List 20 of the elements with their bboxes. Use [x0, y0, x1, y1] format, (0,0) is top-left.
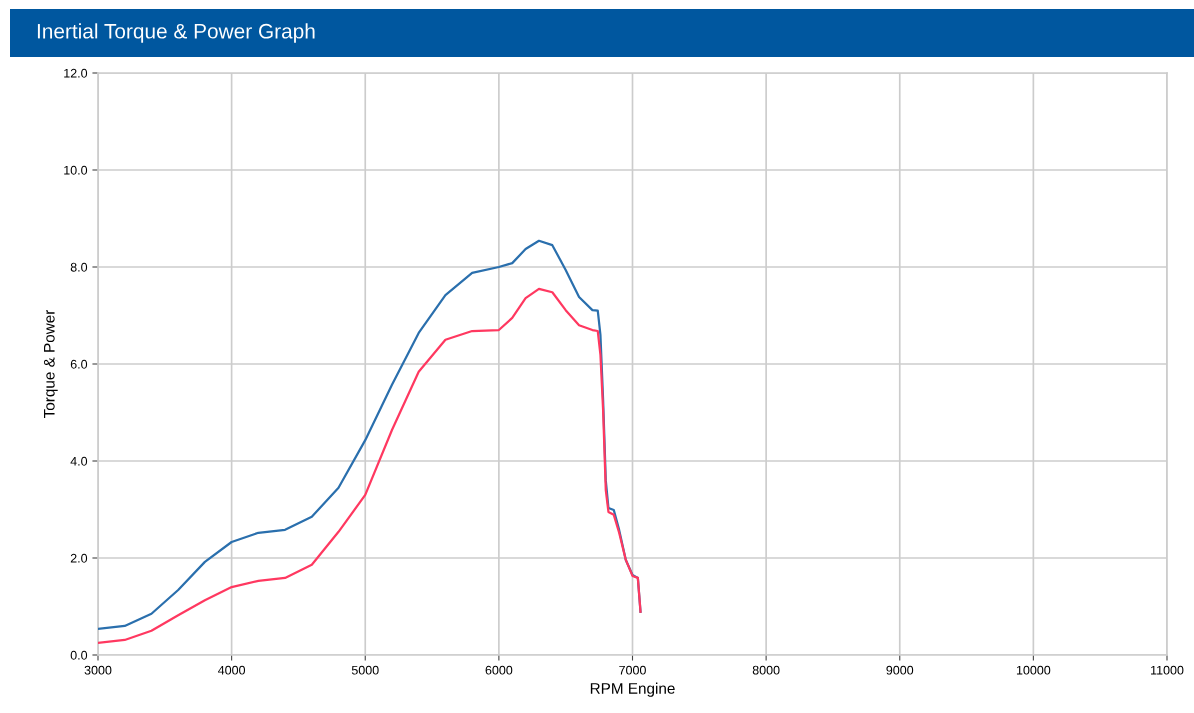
x-tick-label: 5000 [351, 665, 379, 675]
x-tick-label: 3000 [84, 665, 112, 675]
x-axis-title: RPM Engine [590, 682, 675, 697]
x-tick-label: 4000 [218, 665, 246, 675]
y-tick-label: 12.0 [64, 68, 88, 78]
x-tick-label: 11000 [1151, 665, 1184, 675]
x-tick-label: 7000 [619, 665, 646, 675]
x-tick-label: 9000 [886, 665, 914, 675]
y-tick-label: 8.0 [70, 262, 88, 272]
y-tick-label: 10.0 [64, 165, 88, 175]
y-tick-label: 2.0 [70, 553, 88, 563]
line-series [98, 287, 642, 644]
x-tick-label: 10000 [1016, 665, 1051, 675]
y-axis-title: Torque & Power [43, 309, 58, 418]
chart-title: Inertial Torque & Power Graph [37, 23, 315, 43]
x-tick-label: 8000 [752, 665, 780, 675]
x-tick-label: 6000 [485, 665, 513, 675]
y-tick-label: 6.0 [70, 359, 88, 369]
y-tick-label: 0.0 [70, 650, 88, 660]
y-tick-label: 4.0 [70, 456, 88, 466]
